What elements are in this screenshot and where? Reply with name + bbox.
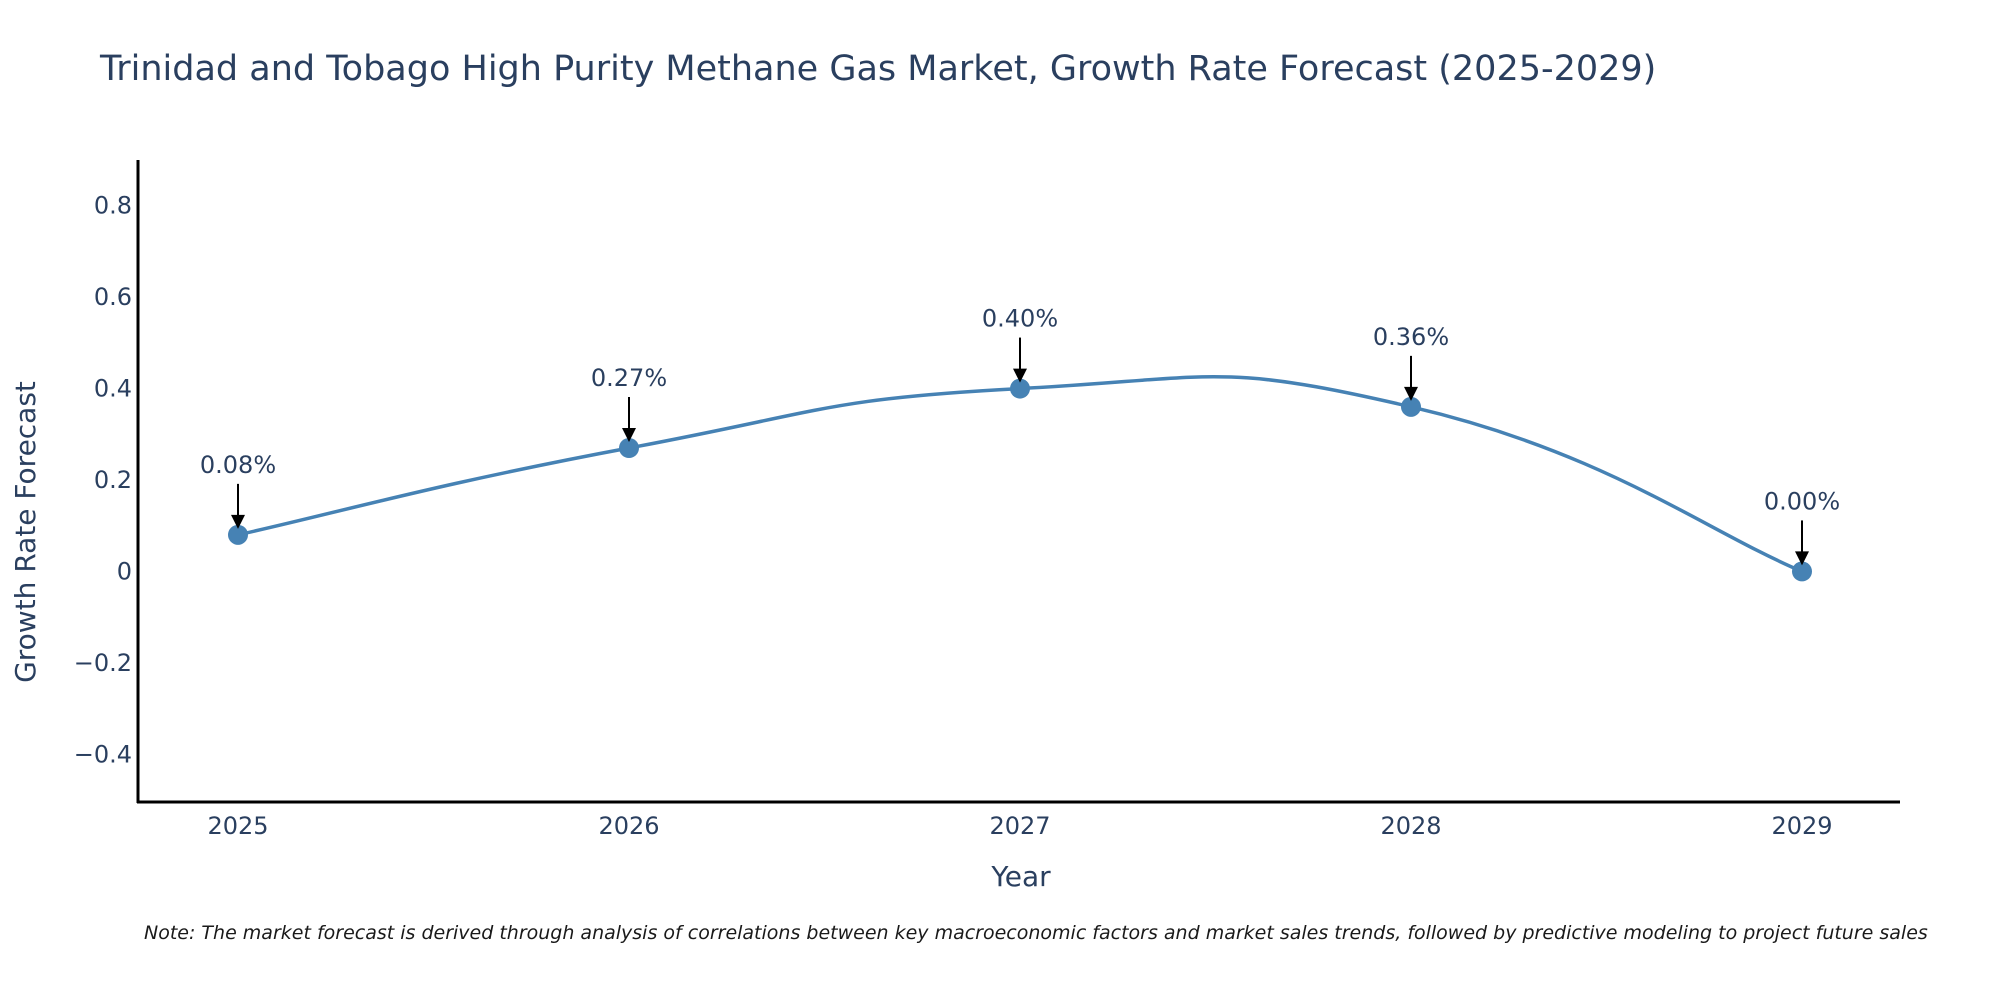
annotation-arrow-head bbox=[1404, 386, 1418, 401]
y-tick-label: −0.2 bbox=[74, 649, 132, 677]
y-tick-label: 0.4 bbox=[94, 375, 132, 403]
data-point bbox=[228, 524, 248, 545]
footnote: Note: The market forecast is derived thr… bbox=[144, 922, 1928, 944]
data-label: 0.08% bbox=[200, 451, 276, 479]
annotation-arrow-head bbox=[1013, 368, 1027, 383]
y-axis-title: Growth Rate Forecast bbox=[9, 381, 42, 683]
data-markers bbox=[228, 378, 1812, 582]
y-tick-label: −0.4 bbox=[74, 740, 132, 768]
x-axis-title: Year bbox=[990, 860, 1051, 893]
data-label: 0.27% bbox=[591, 364, 667, 392]
x-tick-label: 2027 bbox=[989, 812, 1050, 840]
data-label: 0.00% bbox=[1764, 487, 1840, 515]
annotation-arrow-head bbox=[622, 428, 636, 442]
x-axis-ticks: 2025 2026 2027 2028 2029 bbox=[207, 812, 1832, 840]
x-tick-label: 2028 bbox=[1380, 812, 1441, 840]
data-label: 0.40% bbox=[982, 305, 1058, 333]
data-point bbox=[1010, 378, 1030, 399]
annotation-arrow-head bbox=[231, 514, 245, 529]
x-tick-label: 2025 bbox=[207, 812, 268, 840]
x-tick-label: 2029 bbox=[1771, 812, 1832, 840]
chart-title: Trinidad and Tobago High Purity Methane … bbox=[99, 49, 1656, 89]
y-tick-label: 0.2 bbox=[94, 466, 132, 494]
y-tick-label: 0.6 bbox=[94, 283, 132, 311]
series-line bbox=[237, 374, 1803, 574]
y-axis-ticks: −0.4 −0.2 0 0.2 0.4 0.6 0.8 bbox=[74, 192, 132, 769]
annotation-arrow-head bbox=[1795, 551, 1809, 566]
data-point bbox=[619, 438, 639, 458]
data-point bbox=[1401, 396, 1421, 417]
y-tick-label: 0.8 bbox=[94, 192, 132, 220]
x-tick-label: 2026 bbox=[598, 812, 659, 840]
data-annotations: 0.08% 0.27% 0.40% 0.36% 0.00% bbox=[200, 305, 1840, 566]
data-label: 0.36% bbox=[1373, 323, 1449, 351]
data-point bbox=[1792, 561, 1812, 582]
y-tick-label: 0 bbox=[117, 557, 132, 585]
